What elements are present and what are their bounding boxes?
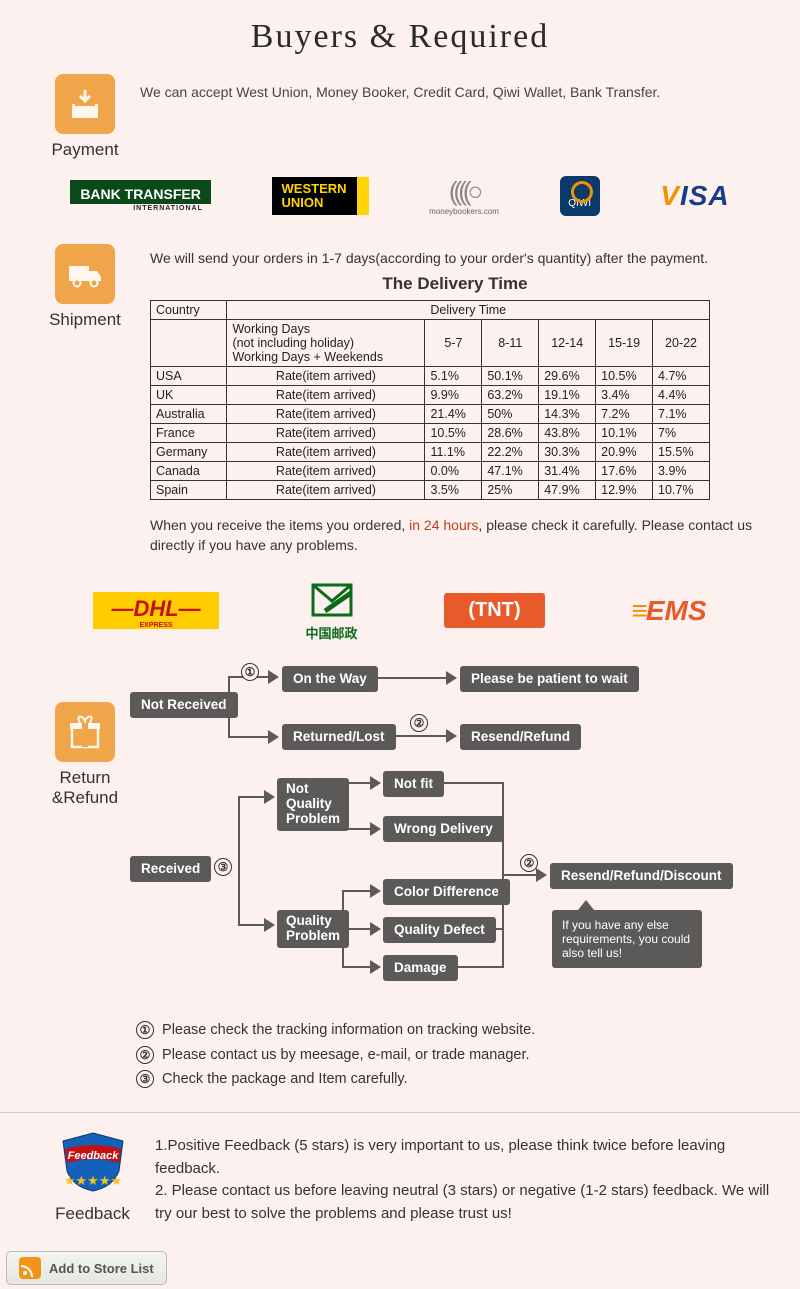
shipment-intro: We will send your orders in 1-7 days(acc… — [140, 244, 770, 270]
chip-not-fit: Not fit — [383, 771, 444, 797]
table-row: GermanyRate(item arrived)11.1%22.2%30.3%… — [151, 443, 710, 462]
payment-label: Payment — [30, 140, 140, 160]
chip-resend-refund-discount: Resend/Refund/Discount — [550, 863, 733, 889]
feedback-line-2: 2. Please contact us before leaving neut… — [155, 1180, 770, 1225]
svg-text:★★★★★: ★★★★★ — [63, 1173, 121, 1188]
feedback-label: Feedback — [30, 1204, 155, 1224]
shipment-section: Shipment We will send your orders in 1-7… — [0, 234, 800, 571]
delivery-table: Country Delivery Time Working Days (not … — [150, 300, 710, 500]
shipment-label: Shipment — [30, 310, 140, 330]
western-union-logo: WESTERNUNION — [272, 177, 369, 216]
return-notes: ① Please check the tracking information … — [0, 1006, 800, 1112]
feedback-badge-icon: Feedback ★★★★★ — [55, 1131, 131, 1195]
shipment-note: When you receive the items you ordered, … — [140, 508, 770, 561]
chip-quality: QualityProblem — [277, 910, 349, 948]
return-section: Return &Refund Not Received ① On the Way… — [0, 656, 800, 1006]
table-row: USARate(item arrived)5.1%50.1%29.6%10.5%… — [151, 367, 710, 386]
ems-logo: ≡EMS — [632, 595, 707, 627]
chip-quality-defect: Quality Defect — [383, 917, 496, 943]
chip-wrong-delivery: Wrong Delivery — [383, 816, 504, 842]
payment-section: Payment We can accept West Union, Money … — [0, 64, 800, 170]
table-row: UKRate(item arrived)9.9%63.2%19.1%3.4%4.… — [151, 386, 710, 405]
chip-not-received: Not Received — [130, 692, 238, 718]
svg-text:Feedback: Feedback — [67, 1150, 119, 1162]
table-row: SpainRate(item arrived)3.5%25%47.9%12.9%… — [151, 481, 710, 500]
bank-transfer-logo: BANK TRANSFERINTERNATIONAL — [70, 180, 211, 212]
shipment-icon — [55, 244, 115, 304]
table-row: FranceRate(item arrived)10.5%28.6%43.8%1… — [151, 424, 710, 443]
table-row: CanadaRate(item arrived)0.0%47.1%31.4%17… — [151, 462, 710, 481]
chip-returned-lost: Returned/Lost — [282, 724, 396, 750]
chip-color-diff: Color Difference — [383, 879, 510, 905]
chip-received: Received — [130, 856, 211, 882]
tnt-logo: (TNT) — [444, 593, 544, 628]
table-row: AustraliaRate(item arrived)21.4%50%14.3%… — [151, 405, 710, 424]
feedback-section: Feedback ★★★★★ Feedback 1.Positive Feedb… — [0, 1112, 800, 1235]
speech-bubble: If you have any else requirements, you c… — [552, 910, 702, 968]
return-flowchart: Not Received ① On the Way Please be pati… — [120, 666, 740, 996]
rss-icon — [19, 1257, 41, 1279]
visa-logo: VISA — [660, 180, 729, 212]
return-icon — [55, 702, 115, 762]
chip-damage: Damage — [383, 955, 458, 981]
dhl-logo: —DHL—EXPRESS — [93, 592, 218, 629]
chinapost-logo: 中国邮政 — [306, 579, 358, 642]
delivery-table-title: The Delivery Time — [140, 270, 770, 298]
payment-icon — [55, 74, 115, 134]
chip-please-wait: Please be patient to wait — [460, 666, 639, 692]
qiwi-logo: QIWI — [560, 176, 600, 216]
moneybookers-logo: ((((○moneybookers.com — [429, 176, 499, 216]
chip-resend-refund: Resend/Refund — [460, 724, 581, 750]
chip-on-the-way: On the Way — [282, 666, 378, 692]
feedback-line-1: 1.Positive Feedback (5 stars) is very im… — [155, 1135, 770, 1180]
payment-text: We can accept West Union, Money Booker, … — [140, 74, 770, 118]
page-title: Buyers & Required — [0, 0, 800, 64]
chip-not-quality: NotQualityProblem — [277, 778, 349, 831]
payment-logos: BANK TRANSFERINTERNATIONAL WESTERNUNION … — [0, 170, 800, 234]
carrier-logos: —DHL—EXPRESS 中国邮政 (TNT) ≡EMS — [0, 571, 800, 656]
add-to-store-button[interactable]: Add to Store List — [6, 1251, 167, 1285]
